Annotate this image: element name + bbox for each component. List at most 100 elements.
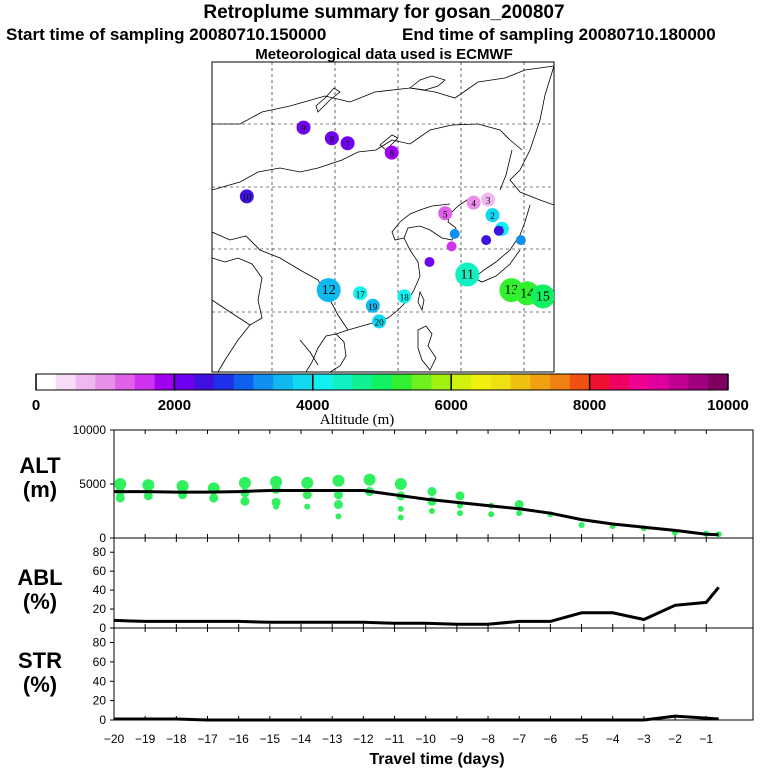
alt-cluster-point xyxy=(514,500,524,510)
plume-point-label: 16 xyxy=(561,283,575,298)
coastline-philippines xyxy=(417,325,437,371)
plume-point-10 xyxy=(239,189,254,204)
alt-cluster-point xyxy=(488,511,495,518)
colorbar-tick-label: 8000 xyxy=(573,397,606,414)
plume-point-label: 11 xyxy=(461,268,474,283)
x-tick-label: −6 xyxy=(544,732,558,746)
plume-point-5 xyxy=(438,206,453,221)
str-line xyxy=(114,714,719,722)
x-tick-label: −7 xyxy=(512,732,526,746)
plume-point-label: 4 xyxy=(471,199,476,209)
colorbar-swatch xyxy=(550,374,571,390)
str-ytick-label: 20 xyxy=(93,694,107,708)
colorbar-tick-label: 0 xyxy=(32,397,40,414)
str-panel-frame xyxy=(113,627,754,721)
alt-cluster-point xyxy=(209,493,219,503)
colorbar-title: Altitude (m) xyxy=(320,412,395,428)
alt-cluster-point xyxy=(240,496,250,506)
colorbar-swatch xyxy=(312,374,333,390)
x-tick-label: −17 xyxy=(197,732,218,746)
coastline-kamchatka-sakhalin xyxy=(499,149,531,236)
plume-point-9 xyxy=(296,120,311,135)
plume-point-label: 12 xyxy=(322,283,336,298)
x-tick-label: −14 xyxy=(291,732,312,746)
colorbar-swatch xyxy=(134,374,155,390)
str-ytick-label: 80 xyxy=(93,636,107,650)
boundary-mongolia xyxy=(212,123,523,191)
chart-title: Retroplume summary for gosan_200807 xyxy=(203,2,565,23)
plume-point-label: 14 xyxy=(520,286,534,301)
plume-point-label: 5 xyxy=(443,209,448,219)
alt-cluster-point xyxy=(455,491,465,501)
colorbar-tick-label: 6000 xyxy=(435,397,468,414)
abl-ytick-label: 40 xyxy=(93,583,107,597)
colorbar-swatch xyxy=(174,374,195,390)
alt-ytick-label: 0 xyxy=(99,531,106,545)
colorbar-swatch xyxy=(36,374,57,390)
colorbar-swatch xyxy=(609,374,630,390)
colorbar-swatch xyxy=(194,374,215,390)
colorbar-swatch xyxy=(273,374,294,390)
colorbar-swatch xyxy=(75,374,96,390)
plume-cluster-layer: 1234567891011121314151617181920 xyxy=(239,120,575,329)
plume-point-label: 10 xyxy=(242,192,252,202)
plume-point-label: 8 xyxy=(330,134,335,144)
plume-point-3 xyxy=(481,192,496,207)
alt-cluster-point xyxy=(363,473,376,486)
plume-point-11 xyxy=(455,262,480,287)
plume-point-label: 20 xyxy=(375,317,385,327)
alt-cluster-point xyxy=(238,476,251,489)
plume-point-extra-24 xyxy=(449,228,460,239)
alt-line xyxy=(114,489,719,537)
abl-label-line2: (%) xyxy=(22,589,58,614)
alt-cluster-point xyxy=(304,503,311,510)
plume-point-label: 6 xyxy=(389,149,394,159)
plume-point-label: 7 xyxy=(345,139,350,149)
coastline-lake-baikal xyxy=(379,134,399,151)
colorbar-swatch xyxy=(55,374,76,390)
start-time-label: Start time of sampling 20080710.150000 xyxy=(6,25,327,44)
colorbar-swatch xyxy=(708,374,729,390)
colorbar-swatch xyxy=(411,374,432,390)
plume-point-label: 3 xyxy=(486,196,491,206)
coastline-okhotsk xyxy=(509,65,554,206)
colorbar-swatch xyxy=(629,374,650,390)
alt-label-line2: (m) xyxy=(22,477,58,502)
x-tick-label: −12 xyxy=(353,732,374,746)
str-ytick-label: 0 xyxy=(99,713,106,727)
x-tick-label: −13 xyxy=(322,732,343,746)
abl-ytick-label: 60 xyxy=(93,564,107,578)
x-tick-label: −5 xyxy=(575,732,589,746)
colorbar-swatch xyxy=(115,374,136,390)
alt-cluster-point xyxy=(397,514,404,521)
alt-cluster-point xyxy=(302,490,312,500)
end-time-label: End time of sampling 20080710.180000 xyxy=(402,25,716,44)
colorbar-tick-label: 10000 xyxy=(707,397,749,414)
colorbar-swatch xyxy=(431,374,452,390)
alt-cluster-point xyxy=(516,510,523,517)
colorbar-swatch xyxy=(332,374,353,390)
colorbar-swatch xyxy=(451,374,472,390)
alt-cluster-point xyxy=(456,510,463,517)
alt-ytick-label: 10000 xyxy=(73,423,107,437)
alt-cluster-point xyxy=(578,522,585,529)
x-tick-label: −18 xyxy=(166,732,187,746)
alt-cluster-point xyxy=(115,493,125,503)
plume-point-8 xyxy=(324,131,339,146)
str-label-line1: STR xyxy=(18,648,62,673)
met-data-label: Meteorological data used is ECMWF xyxy=(255,46,513,63)
alt-cluster-point xyxy=(176,480,189,493)
plume-point-6 xyxy=(384,145,399,160)
colorbar-swatch xyxy=(293,374,314,390)
colorbar-swatch xyxy=(233,374,254,390)
alt-panel: 0 5000 10000 xyxy=(73,423,754,545)
coastline-india xyxy=(212,299,251,372)
abl-label-line1: ABL xyxy=(17,565,63,590)
plume-point-19 xyxy=(365,298,380,313)
x-tick-label: −16 xyxy=(229,732,250,746)
colorbar: 0 2000 4000 6000 8000 10000 xyxy=(32,373,749,414)
plume-point-label: 18 xyxy=(400,292,410,302)
colorbar-swatch xyxy=(372,374,393,390)
